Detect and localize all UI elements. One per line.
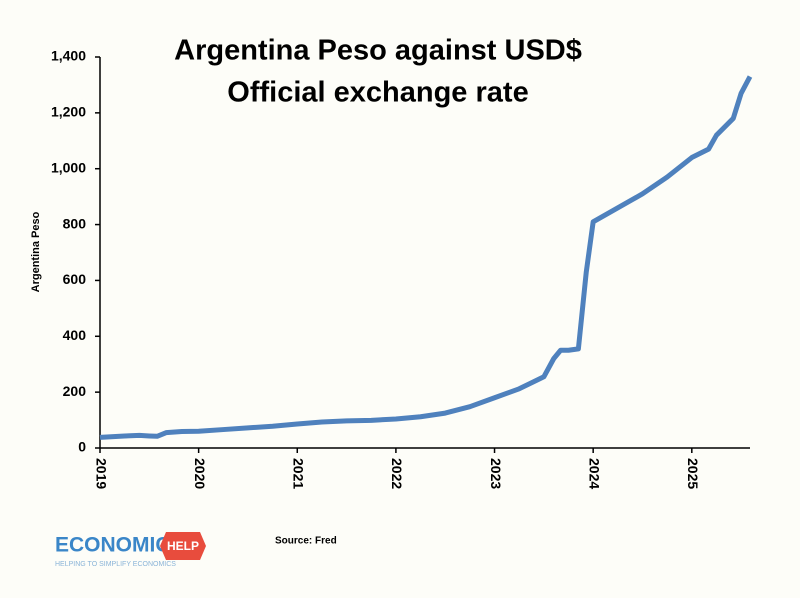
x-tick-label: 2025 — [685, 458, 701, 489]
source: Source: Fred — [275, 536, 337, 547]
x-tick-label: 2022 — [389, 458, 405, 489]
y-tick-label: 600 — [63, 271, 87, 287]
y-tick-label: 1,200 — [51, 104, 86, 120]
x-tick-label: 2021 — [291, 458, 307, 489]
y-tick-label: 800 — [63, 215, 87, 231]
chart-subtitle: Official exchange rate — [227, 77, 528, 109]
y-tick-label: 1,000 — [51, 159, 86, 175]
x-tick-label: 2024 — [586, 458, 602, 489]
logo-text: ECONOMICS — [55, 534, 185, 557]
y-tick-label: 1,400 — [51, 48, 86, 64]
logo-badge: HELP — [167, 539, 199, 553]
y-tick-label: 0 — [78, 439, 86, 455]
x-tick-label: 2020 — [192, 458, 208, 489]
data-line — [99, 75, 753, 440]
logo: ECONOMICS HELP HELPING TO SIMPLIFY ECONO… — [55, 532, 206, 568]
chart-title: Argentina Peso against USD$ — [174, 35, 582, 67]
y-tick-label: 200 — [63, 383, 87, 399]
x-tick-label: 2023 — [488, 458, 504, 489]
logo-badge-shape — [160, 532, 206, 560]
x-tick-label: 2019 — [93, 458, 109, 489]
logo-tagline: HELPING TO SIMPLIFY ECONOMICS — [55, 561, 176, 568]
y-tick-label: 400 — [63, 327, 87, 343]
y-axis-label: Argentina Peso — [30, 211, 42, 292]
